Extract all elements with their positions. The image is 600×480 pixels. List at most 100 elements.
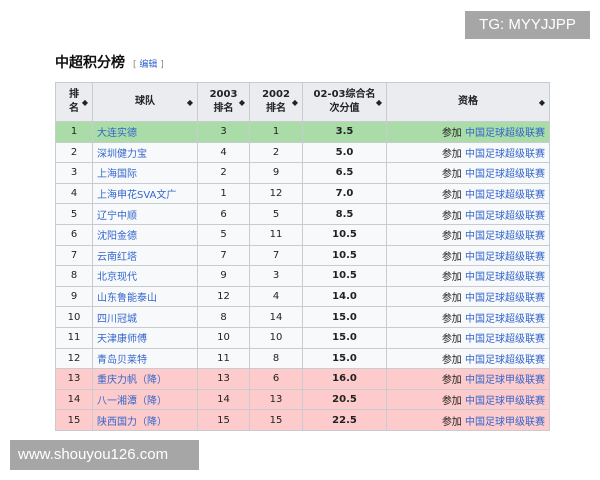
qualification-prefix: 参加: [441, 354, 462, 366]
qualification-prefix: 参加: [441, 251, 462, 263]
team-link[interactable]: 深圳健力宝: [92, 141, 198, 164]
league-link[interactable]: 中国足球超级联赛: [465, 210, 545, 222]
rank-2002-cell: 11: [249, 223, 303, 246]
page-title: 中超积分榜 [ 编辑 ]: [55, 52, 164, 72]
qualification-prefix: 参加: [441, 334, 462, 346]
rank-cell: 3: [55, 162, 93, 184]
column-header[interactable]: 资格 ◆: [386, 82, 550, 122]
team-link[interactable]: 辽宁中顺: [92, 203, 198, 225]
qualification-cell: 参加 中国足球超级联赛: [386, 182, 550, 205]
sort-icon[interactable]: ◆: [238, 98, 245, 107]
rank-2003-cell: 12: [197, 285, 250, 308]
league-link[interactable]: 中国足球超级联赛: [465, 169, 545, 181]
rank-cell: 9: [55, 285, 93, 308]
qualification-prefix: 参加: [441, 416, 462, 428]
team-link[interactable]: 重庆力帆（降）: [92, 368, 198, 390]
qualification-prefix: 参加: [441, 293, 462, 305]
qualification-prefix: 参加: [441, 313, 462, 325]
rank-cell: 7: [55, 244, 93, 267]
score-cell: 20.5: [302, 388, 387, 411]
team-link[interactable]: 山东鲁能泰山: [92, 285, 198, 308]
score-cell: 15.0: [302, 347, 387, 370]
league-link[interactable]: 中国足球甲级联赛: [465, 375, 545, 387]
rank-cell: 1: [55, 121, 93, 143]
league-link[interactable]: 中国足球超级联赛: [465, 128, 545, 140]
sort-icon[interactable]: ◆: [291, 98, 298, 107]
column-header[interactable]: 02-03综合名次分值 ◆: [302, 82, 387, 122]
league-link[interactable]: 中国足球甲级联赛: [465, 396, 545, 408]
qualification-cell: 参加 中国足球超级联赛: [386, 223, 550, 246]
rank-2002-cell: 13: [249, 388, 303, 411]
team-link[interactable]: 四川冠城: [92, 306, 198, 328]
rank-2003-cell: 5: [197, 223, 250, 246]
table-row: 14 八一湘潭（降） 14 13 20.5 参加 中国足球甲级联赛: [55, 388, 550, 411]
column-header[interactable]: 2002排名 ◆: [249, 82, 303, 122]
score-cell: 5.0: [302, 141, 387, 164]
score-cell: 14.0: [302, 285, 387, 308]
rank-cell: 12: [55, 347, 93, 370]
league-link[interactable]: 中国足球超级联赛: [465, 251, 545, 263]
league-link[interactable]: 中国足球超级联赛: [465, 272, 545, 284]
column-label: 球队: [135, 96, 155, 107]
sort-icon[interactable]: ◆: [538, 98, 545, 107]
table-row: 7 云南红塔 7 7 10.5 参加 中国足球超级联赛: [55, 244, 550, 267]
team-link[interactable]: 青岛贝莱特: [92, 347, 198, 370]
rank-2003-cell: 7: [197, 244, 250, 267]
column-header[interactable]: 排名 ◆: [55, 82, 93, 122]
rank-2003-cell: 2: [197, 162, 250, 184]
team-link[interactable]: 上海申花SVA文广: [92, 182, 198, 205]
qualification-prefix: 参加: [441, 231, 462, 243]
table-row: 12 青岛贝莱特 11 8 15.0 参加 中国足球超级联赛: [55, 347, 550, 370]
qualification-prefix: 参加: [441, 148, 462, 160]
rank-2002-cell: 7: [249, 244, 303, 267]
table-row: 10 四川冠城 8 14 15.0 参加 中国足球超级联赛: [55, 306, 550, 328]
qualification-prefix: 参加: [441, 190, 462, 202]
qualification-prefix: 参加: [441, 272, 462, 284]
league-link[interactable]: 中国足球超级联赛: [465, 148, 545, 160]
sort-icon[interactable]: ◆: [375, 98, 382, 107]
table-row: 1 大连实德 3 1 3.5 参加 中国足球超级联赛: [55, 121, 550, 143]
team-link[interactable]: 上海国际: [92, 162, 198, 184]
rank-2002-cell: 15: [249, 409, 303, 431]
qualification-cell: 参加 中国足球超级联赛: [386, 203, 550, 225]
table-row: 4 上海申花SVA文广 1 12 7.0 参加 中国足球超级联赛: [55, 182, 550, 205]
team-link[interactable]: 陕西国力（降）: [92, 409, 198, 431]
sort-icon[interactable]: ◆: [81, 98, 88, 107]
qualification-cell: 参加 中国足球超级联赛: [386, 121, 550, 143]
rank-2002-cell: 2: [249, 141, 303, 164]
team-link[interactable]: 北京现代: [92, 265, 198, 287]
rank-2003-cell: 8: [197, 306, 250, 328]
team-link[interactable]: 大连实德: [92, 121, 198, 143]
column-header[interactable]: 球队 ◆: [92, 82, 198, 122]
score-cell: 15.0: [302, 306, 387, 328]
team-link[interactable]: 天津康师傅: [92, 326, 198, 349]
qualification-cell: 参加 中国足球超级联赛: [386, 326, 550, 349]
qualification-prefix: 参加: [441, 396, 462, 408]
league-link[interactable]: 中国足球超级联赛: [465, 190, 545, 202]
league-link[interactable]: 中国足球超级联赛: [465, 334, 545, 346]
rank-2002-cell: 14: [249, 306, 303, 328]
qualification-cell: 参加 中国足球甲级联赛: [386, 388, 550, 411]
league-link[interactable]: 中国足球超级联赛: [465, 231, 545, 243]
team-link[interactable]: 沈阳金德: [92, 223, 198, 246]
column-header[interactable]: 2003排名 ◆: [197, 82, 250, 122]
table-row: 5 辽宁中顺 6 5 8.5 参加 中国足球超级联赛: [55, 203, 550, 225]
qualification-prefix: 参加: [441, 210, 462, 222]
league-link[interactable]: 中国足球超级联赛: [465, 293, 545, 305]
qualification-cell: 参加 中国足球超级联赛: [386, 265, 550, 287]
column-label: 2002排名: [262, 89, 290, 114]
rank-2002-cell: 3: [249, 265, 303, 287]
edit-link[interactable]: 编辑: [139, 60, 158, 70]
score-cell: 16.0: [302, 368, 387, 390]
rank-2002-cell: 6: [249, 368, 303, 390]
league-link[interactable]: 中国足球甲级联赛: [465, 416, 545, 428]
team-link[interactable]: 八一湘潭（降）: [92, 388, 198, 411]
qualification-prefix: 参加: [441, 375, 462, 387]
rank-2003-cell: 13: [197, 368, 250, 390]
league-link[interactable]: 中国足球超级联赛: [465, 354, 545, 366]
league-link[interactable]: 中国足球超级联赛: [465, 313, 545, 325]
rank-cell: 5: [55, 203, 93, 225]
sort-icon[interactable]: ◆: [186, 98, 193, 107]
table-row: 11 天津康师傅 10 10 15.0 参加 中国足球超级联赛: [55, 326, 550, 349]
team-link[interactable]: 云南红塔: [92, 244, 198, 267]
